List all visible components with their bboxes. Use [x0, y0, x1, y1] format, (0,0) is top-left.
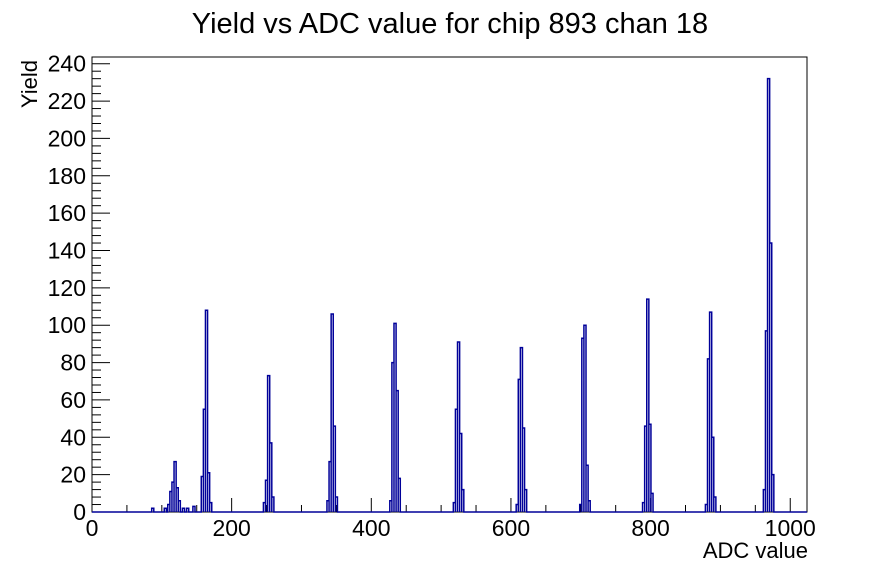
- x-tick-label: 1000: [765, 515, 816, 541]
- y-tick-label: 40: [60, 424, 86, 450]
- histogram-line: [92, 77, 807, 513]
- x-axis-title: ADC value: [703, 538, 808, 563]
- y-tick-label: 240: [48, 51, 86, 77]
- y-tick-label: 200: [48, 125, 86, 151]
- y-tick-label: 20: [60, 462, 86, 488]
- y-tick-label: 140: [48, 238, 86, 264]
- y-tick-label: 100: [48, 312, 86, 338]
- x-tick-label: 800: [631, 515, 669, 541]
- y-tick-label: 60: [60, 387, 86, 413]
- y-axis-title: Yield: [17, 60, 42, 108]
- x-tick-label: 200: [212, 515, 250, 541]
- plot-frame: [91, 56, 808, 513]
- x-tick-label: 600: [492, 515, 530, 541]
- y-tick-label: 160: [48, 200, 86, 226]
- y-tick-label: 120: [48, 275, 86, 301]
- chart-title: Yield vs ADC value for chip 893 chan 18: [192, 8, 708, 40]
- y-tick-label: 180: [48, 163, 86, 189]
- plot-layer: 0 200 400 600 800 1000 0 20 40 60 80 100 120 140 160 18…: [48, 51, 816, 541]
- x-tick-label: 0: [86, 515, 99, 541]
- y-tick-label: 80: [60, 350, 86, 376]
- y-tick-label: 0: [73, 499, 86, 525]
- x-tick-label: 400: [352, 515, 390, 541]
- y-tick-label: 220: [48, 88, 86, 114]
